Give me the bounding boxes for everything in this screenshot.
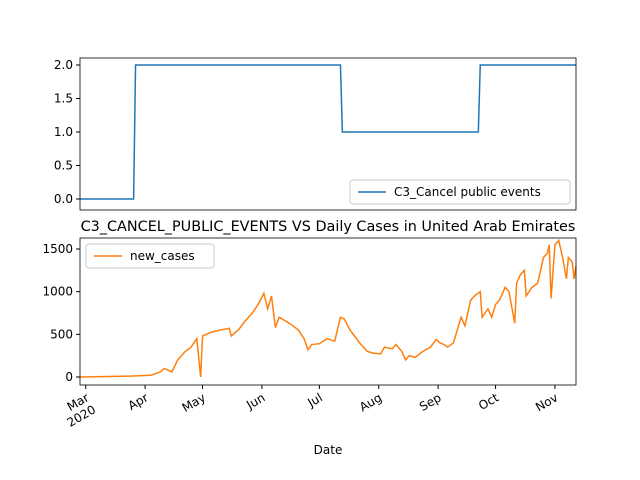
axes-frame: [79, 57, 577, 211]
chart-title: C3_CANCEL_PUBLIC_EVENTS VS Daily Cases i…: [81, 219, 576, 235]
y-tick-label: 1.5: [54, 91, 73, 105]
legend-box: [85, 243, 215, 269]
x-axis-label: Date: [314, 443, 343, 457]
legend-label: new_cases: [130, 249, 195, 263]
series-line: [79, 238, 577, 378]
y-tick-label: 500: [50, 327, 73, 341]
axes-frame: [79, 237, 577, 386]
legend-box: [349, 179, 571, 205]
y-tick-label: 1.0: [54, 125, 73, 139]
y-tick-label: 1500: [42, 242, 73, 256]
y-tick-label: 2.0: [54, 58, 73, 72]
legend-label: C3_Cancel public events: [394, 185, 541, 199]
x-tick-label: Jul: [304, 390, 324, 410]
y-tick-label: 1000: [42, 285, 73, 299]
y-tick-label: 0.5: [54, 158, 73, 172]
series-line: [80, 64, 576, 200]
y-tick-label: 0.0: [54, 192, 73, 206]
y-tick-label: 0: [65, 370, 73, 384]
